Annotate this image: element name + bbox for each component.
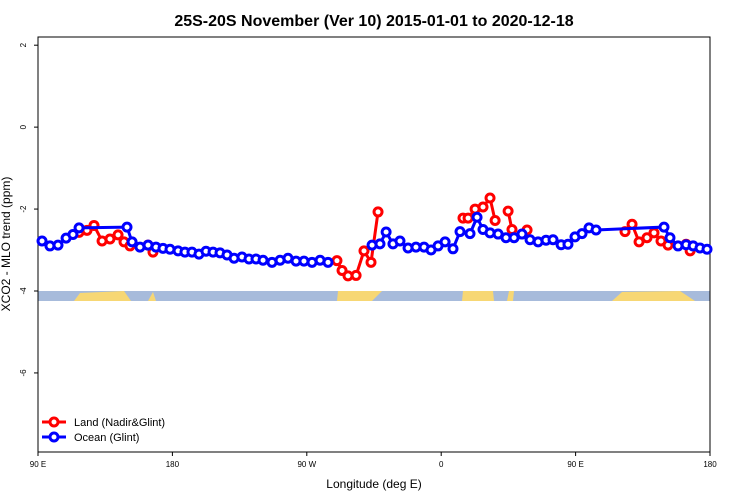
land-patch: [74, 291, 131, 301]
data-point: [67, 228, 79, 240]
data-point: [52, 239, 64, 251]
y-tick-label: 2: [19, 42, 28, 47]
data-point: [104, 233, 116, 245]
data-point: [590, 224, 602, 236]
y-tick-label: 0: [19, 124, 28, 129]
data-point: [462, 212, 474, 224]
data-point: [576, 228, 588, 240]
data-point: [447, 243, 459, 255]
data-point: [380, 226, 392, 238]
y-tick-label: -2: [19, 205, 28, 213]
land-patch: [612, 291, 695, 301]
y-tick-label: -4: [19, 287, 28, 295]
chart-title: 25S-20S November (Ver 10) 2015-01-01 to …: [174, 13, 573, 30]
y-axis-label: XCO2 - MLO trend (ppm): [0, 177, 13, 312]
data-point: [439, 236, 451, 248]
data-point: [502, 205, 514, 217]
legend: Land (Nadir&Glint) Ocean (Glint): [42, 416, 165, 444]
data-point: [112, 229, 124, 241]
data-point: [648, 227, 660, 239]
data-point: [372, 206, 384, 218]
data-point: [454, 226, 466, 238]
data-point: [664, 232, 676, 244]
data-point: [484, 192, 496, 204]
x-tick-label: 0: [439, 460, 444, 469]
data-point: [374, 238, 386, 250]
land-patch: [462, 291, 494, 301]
legend-label: Land (Nadir&Glint): [74, 417, 165, 429]
legend-label: Ocean (Glint): [74, 432, 139, 444]
x-tick-label: 180: [703, 460, 717, 469]
x-tick-label: 90 E: [30, 460, 46, 469]
data-point: [701, 243, 713, 255]
data-point: [322, 256, 334, 268]
data-point: [464, 228, 476, 240]
land-patch: [148, 292, 156, 301]
data-point: [73, 222, 85, 234]
land-patch: [337, 291, 382, 301]
data-point: [257, 254, 269, 266]
data-point: [36, 235, 48, 247]
data-point: [394, 235, 406, 247]
data-point: [365, 256, 377, 268]
data-point: [489, 215, 501, 227]
data-point: [547, 234, 559, 246]
data-point: [121, 221, 133, 233]
data-point: [633, 236, 645, 248]
y-tick-label: -6: [19, 369, 28, 377]
legend-marker: [48, 431, 60, 443]
data-point: [331, 255, 343, 267]
data-point: [562, 238, 574, 250]
data-point: [477, 201, 489, 213]
x-axis-label: Longitude (deg E): [326, 477, 421, 491]
data-point: [641, 232, 653, 244]
land-mask: [38, 291, 710, 301]
x-tick-label: 90 E: [567, 460, 583, 469]
data-point: [358, 245, 370, 257]
x-tick-label: 90 W: [297, 460, 316, 469]
data-point: [471, 211, 483, 223]
data-point: [516, 228, 528, 240]
data-point: [126, 236, 138, 248]
land-patch: [507, 291, 514, 301]
x-tick-label: 180: [166, 460, 180, 469]
legend-marker: [48, 416, 60, 428]
data-point: [350, 269, 362, 281]
data-point: [658, 221, 670, 233]
